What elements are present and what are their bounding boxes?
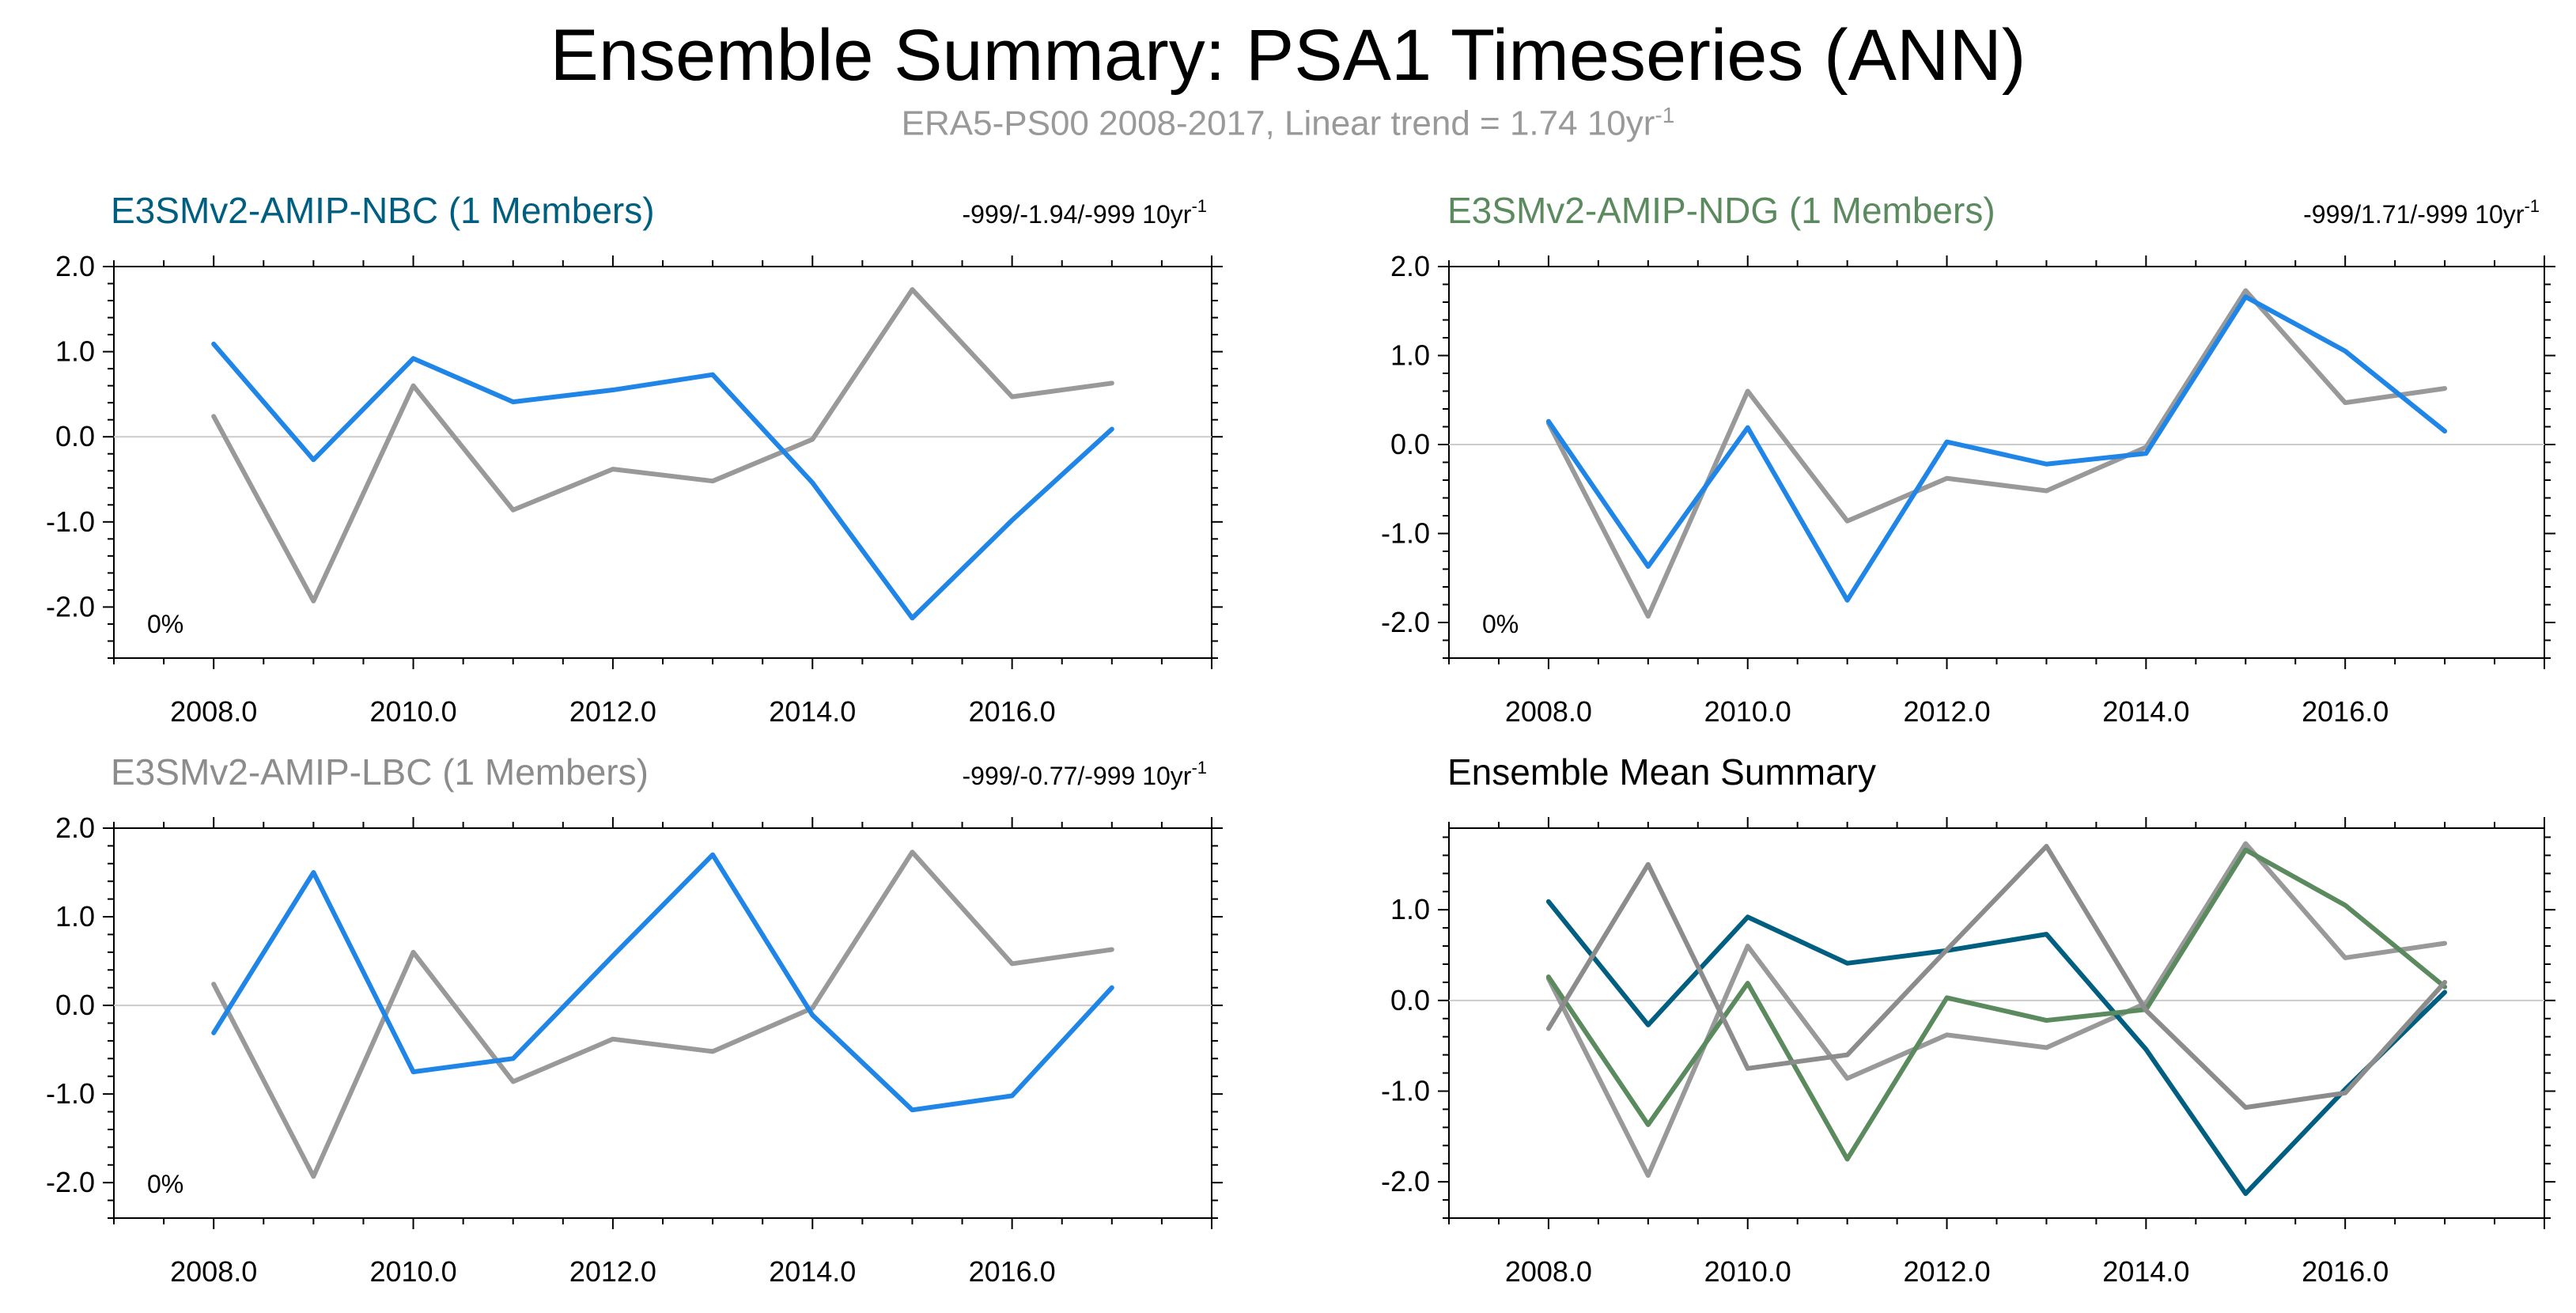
series-line-3 (1545, 847, 2448, 1162)
y-tick-label: -1.0 (46, 505, 95, 538)
x-tick-label: 2016.0 (969, 695, 1056, 728)
x-tick-label: 2012.0 (569, 1255, 656, 1288)
trend-label: -999/-1.94/-999 10yr-1 (962, 196, 1207, 229)
series-line-1 (1545, 288, 2448, 619)
plot-frame (113, 827, 1212, 1219)
y-tick-label: 2.0 (55, 250, 95, 282)
x-tick-label: 2010.0 (369, 695, 456, 728)
x-tick-label: 2010.0 (369, 1255, 456, 1288)
series-line-2 (1545, 294, 2448, 603)
trend-label-sup: -1 (1191, 196, 1207, 216)
x-tick-label: 2008.0 (170, 695, 257, 728)
x-tick-label: 2016.0 (2302, 1255, 2389, 1288)
y-tick-label: 1.0 (1390, 339, 1430, 372)
y-tick-label: 0.0 (1390, 428, 1430, 460)
chart-panel-4: 1.0 0.0 -1.0 -2.0 2008.0 2010.0 2012.0 2014.0 20… (1381, 751, 2555, 1288)
series-line-1 (211, 849, 1114, 1179)
x-tick-label: 2008.0 (170, 1255, 257, 1288)
y-tick-label: 2.0 (1390, 250, 1430, 282)
panel-title: E3SMv2-AMIP-LBC (1 Members) (111, 751, 649, 793)
x-tick-label: 2016.0 (969, 1255, 1056, 1288)
trend-label: -999/-0.77/-999 10yr-1 (962, 758, 1207, 790)
y-tick-label: -1.0 (1381, 517, 1430, 550)
x-tick-label: 2014.0 (769, 1255, 856, 1288)
y-tick-label: -2.0 (1381, 1165, 1430, 1198)
plot-frame (113, 266, 1212, 659)
x-tick-label: 2014.0 (2102, 695, 2189, 728)
panel-title: Ensemble Mean Summary (1447, 751, 1876, 793)
y-tick-label: 2.0 (55, 812, 95, 844)
subtitle-sup: -1 (1655, 103, 1675, 127)
x-tick-label: 2012.0 (1903, 695, 1990, 728)
subtitle-text: ERA5-PS00 2008-2017, Linear trend = 1.74… (901, 104, 1655, 143)
y-tick-label: 1.0 (1390, 893, 1430, 925)
page-title: Ensemble Summary: PSA1 Timeseries (ANN) (550, 15, 2026, 96)
trend-label: -999/1.71/-999 10yr-1 (2303, 196, 2540, 229)
trend-label-sup: -1 (2524, 196, 2540, 216)
chart-panel-3: 2.0 1.0 0.0 -1.0 -2.0 2008.0 2010.0 2012.0 2014.… (46, 751, 1223, 1288)
series-line-1 (1545, 841, 2448, 1179)
chart-panel-1: 2.0 1.0 0.0 -1.0 -2.0 2008.0 2010.0 2012.0 2014.… (46, 190, 1223, 728)
page-subtitle: ERA5-PS00 2008-2017, Linear trend = 1.74… (0, 103, 2576, 144)
chart-panel-2: 2.0 1.0 0.0 -1.0 -2.0 2008.0 2010.0 2012.0 2014.… (1381, 190, 2555, 728)
x-tick-label: 2012.0 (1903, 1255, 1990, 1288)
series-line-2 (211, 852, 1114, 1113)
trend-label-sup: -1 (1191, 758, 1207, 778)
x-tick-label: 2010.0 (1704, 1255, 1791, 1288)
y-tick-label: 1.0 (55, 335, 95, 368)
y-tick-label: 0.0 (55, 420, 95, 452)
percent-label: 0% (1482, 610, 1519, 638)
percent-label: 0% (147, 1170, 183, 1198)
plot-frame (1448, 266, 2545, 659)
plot-frame (1448, 827, 2545, 1219)
x-tick-label: 2008.0 (1505, 1255, 1592, 1288)
series-line-1 (211, 287, 1114, 604)
y-tick-label: 1.0 (55, 900, 95, 933)
x-tick-label: 2010.0 (1704, 695, 1791, 728)
x-tick-label: 2014.0 (2102, 1255, 2189, 1288)
x-tick-label: 2016.0 (2302, 695, 2389, 728)
series-line-2 (211, 341, 1114, 621)
y-tick-label: -1.0 (1381, 1074, 1430, 1107)
y-tick-label: -1.0 (46, 1077, 95, 1110)
series-line-4 (1545, 843, 2448, 1111)
y-tick-label: -2.0 (1381, 606, 1430, 638)
y-tick-label: -2.0 (46, 590, 95, 622)
series-line-2 (1545, 899, 2448, 1197)
x-tick-label: 2012.0 (569, 695, 656, 728)
x-tick-label: 2014.0 (769, 695, 856, 728)
y-tick-label: 0.0 (1390, 984, 1430, 1016)
percent-label: 0% (147, 610, 183, 638)
x-tick-label: 2008.0 (1505, 695, 1592, 728)
panel-title: E3SMv2-AMIP-NDG (1 Members) (1447, 190, 1995, 231)
y-tick-label: -2.0 (46, 1166, 95, 1198)
y-tick-label: 0.0 (55, 989, 95, 1021)
panel-title: E3SMv2-AMIP-NBC (1 Members) (111, 190, 655, 231)
